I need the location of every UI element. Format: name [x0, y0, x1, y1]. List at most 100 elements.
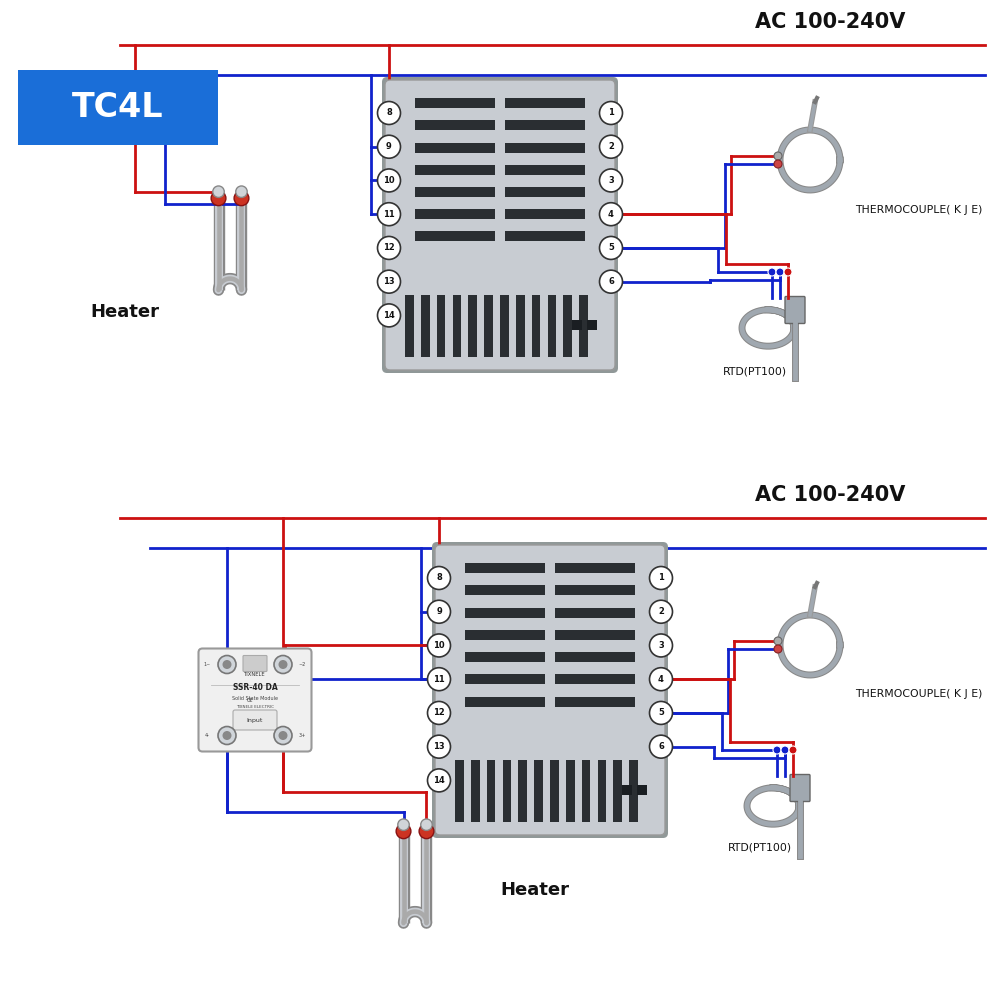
Text: 14: 14: [383, 311, 395, 320]
Circle shape: [213, 186, 224, 197]
Circle shape: [234, 191, 249, 206]
Text: RTD(PT100): RTD(PT100): [723, 367, 787, 377]
Bar: [555, 674, 635, 684]
FancyBboxPatch shape: [243, 656, 267, 672]
Circle shape: [428, 668, 451, 691]
Circle shape: [600, 236, 622, 259]
Text: 2: 2: [608, 142, 614, 151]
Circle shape: [398, 819, 409, 830]
Text: AC 100-240V: AC 100-240V: [755, 12, 905, 32]
Text: Heater: Heater: [501, 881, 570, 899]
Circle shape: [378, 304, 400, 327]
Text: THERMOCOUPLE( K J E): THERMOCOUPLE( K J E): [855, 689, 982, 699]
Circle shape: [776, 268, 784, 276]
Text: 11: 11: [383, 210, 395, 219]
Bar: [437, 295, 445, 357]
Bar: [505, 98, 585, 108]
Bar: [563, 295, 572, 357]
Circle shape: [428, 600, 451, 623]
Bar: [555, 585, 635, 595]
Text: 4: 4: [608, 210, 614, 219]
FancyBboxPatch shape: [435, 545, 665, 835]
Bar: [587, 320, 597, 330]
Circle shape: [650, 634, 672, 657]
Bar: [555, 696, 635, 706]
FancyBboxPatch shape: [382, 77, 618, 373]
Bar: [534, 760, 543, 822]
Bar: [421, 295, 430, 357]
FancyBboxPatch shape: [432, 542, 668, 838]
Circle shape: [428, 701, 451, 724]
Text: 6: 6: [658, 742, 664, 751]
FancyBboxPatch shape: [18, 70, 218, 145]
Text: Solid State Module: Solid State Module: [232, 696, 278, 702]
Circle shape: [222, 660, 231, 669]
Bar: [505, 142, 585, 152]
Text: 10: 10: [433, 641, 445, 650]
Bar: [516, 295, 525, 357]
Text: 9: 9: [436, 607, 442, 616]
Bar: [465, 563, 545, 573]
Text: 8: 8: [386, 108, 392, 117]
Bar: [465, 674, 545, 684]
Bar: [471, 760, 480, 822]
Circle shape: [278, 731, 288, 740]
Text: 12: 12: [433, 708, 445, 717]
Bar: [550, 760, 559, 822]
Bar: [405, 295, 414, 357]
Bar: [555, 630, 635, 640]
Circle shape: [236, 186, 247, 197]
FancyBboxPatch shape: [785, 296, 805, 324]
Circle shape: [218, 726, 236, 744]
Circle shape: [774, 152, 782, 160]
Bar: [465, 696, 545, 706]
Text: 2: 2: [658, 607, 664, 616]
Circle shape: [428, 566, 451, 589]
Text: 4: 4: [658, 675, 664, 684]
Text: 13: 13: [383, 277, 395, 286]
Text: 11: 11: [433, 675, 445, 684]
Text: 8: 8: [436, 574, 442, 582]
Bar: [484, 295, 493, 357]
Circle shape: [378, 270, 400, 293]
FancyBboxPatch shape: [198, 649, 312, 752]
Bar: [415, 231, 495, 241]
Text: ~2: ~2: [299, 662, 306, 667]
Text: 14: 14: [433, 776, 445, 785]
Text: 10: 10: [383, 176, 395, 185]
Text: RTD(PT100): RTD(PT100): [728, 843, 792, 853]
Text: 6: 6: [608, 277, 614, 286]
Bar: [453, 295, 461, 357]
Bar: [415, 120, 495, 130]
Bar: [503, 760, 511, 822]
Circle shape: [600, 270, 622, 293]
Circle shape: [274, 726, 292, 744]
Bar: [465, 585, 545, 595]
Text: THERMOCOUPLE( K J E): THERMOCOUPLE( K J E): [855, 205, 982, 215]
Circle shape: [784, 268, 792, 276]
Bar: [598, 760, 606, 822]
Bar: [566, 760, 575, 822]
Circle shape: [773, 746, 781, 754]
Circle shape: [278, 660, 288, 669]
Circle shape: [211, 191, 226, 206]
Text: 3: 3: [658, 641, 664, 650]
Text: 3+: 3+: [299, 733, 306, 738]
Bar: [548, 295, 556, 357]
FancyBboxPatch shape: [385, 80, 615, 370]
Bar: [455, 760, 464, 822]
FancyBboxPatch shape: [233, 710, 277, 730]
Text: 13: 13: [433, 742, 445, 751]
Text: 3: 3: [608, 176, 614, 185]
Circle shape: [650, 701, 672, 724]
FancyBboxPatch shape: [790, 774, 810, 802]
Bar: [629, 760, 638, 822]
Circle shape: [781, 746, 789, 754]
Bar: [465, 652, 545, 662]
Bar: [415, 165, 495, 175]
Bar: [415, 209, 495, 219]
Circle shape: [378, 236, 400, 259]
Circle shape: [789, 746, 797, 754]
Bar: [518, 760, 527, 822]
Bar: [415, 187, 495, 197]
